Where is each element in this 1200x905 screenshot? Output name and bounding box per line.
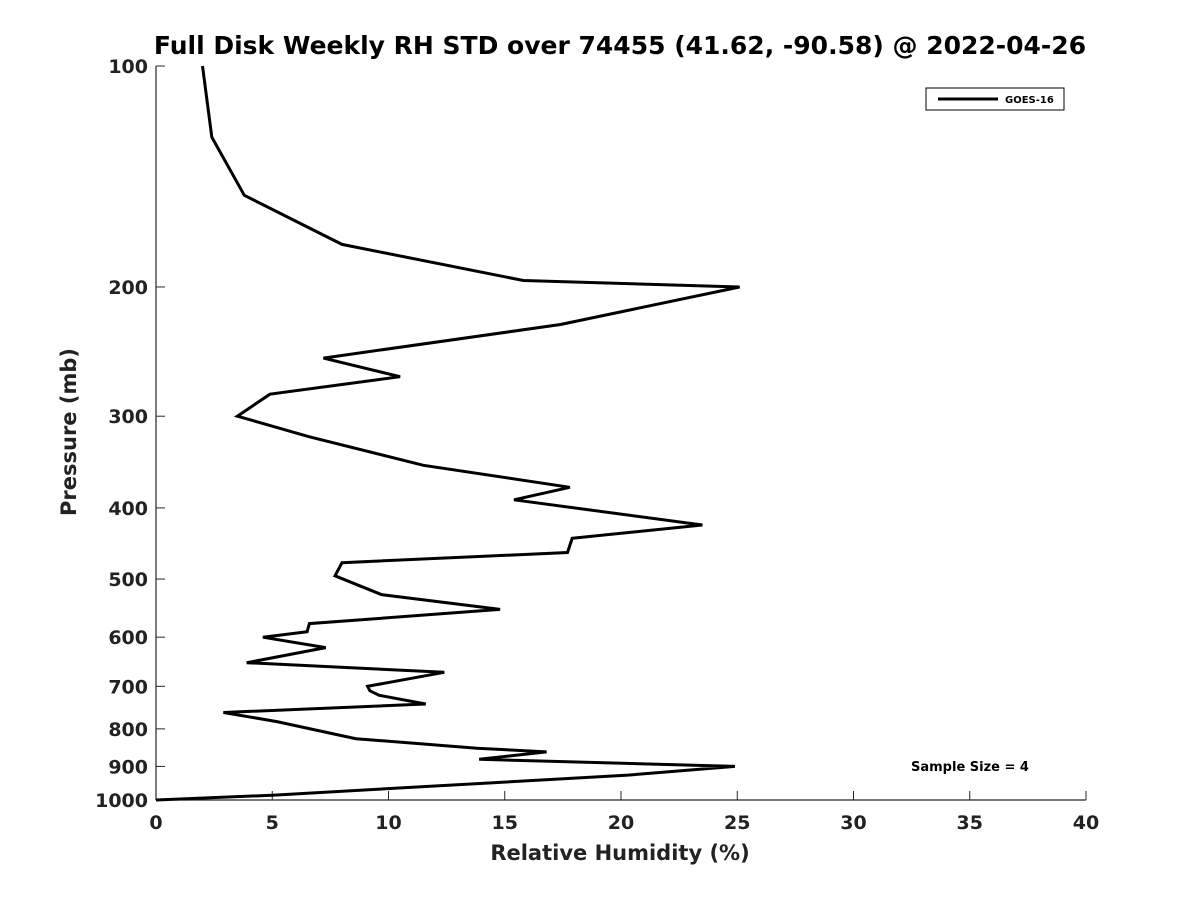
y-tick-label: 700 xyxy=(108,676,148,698)
sample-size-annotation: Sample Size = 4 xyxy=(911,760,1029,775)
y-tick-label: 300 xyxy=(108,406,148,428)
y-axis-label: Pressure (mb) xyxy=(57,348,81,516)
y-tick-label: 500 xyxy=(108,569,148,591)
x-tick-label: 30 xyxy=(840,812,866,834)
x-tick-label: 0 xyxy=(149,812,162,834)
x-tick-label: 15 xyxy=(492,812,518,834)
x-tick-label: 40 xyxy=(1073,812,1099,834)
x-tick-label: 10 xyxy=(375,812,401,834)
x-axis-label: Relative Humidity (%) xyxy=(490,841,749,865)
y-tick-label: 600 xyxy=(108,627,148,649)
x-tick-label: 25 xyxy=(724,812,750,834)
y-tick-label: 800 xyxy=(108,719,148,741)
legend: GOES-16 xyxy=(925,87,1065,111)
legend-label: GOES-16 xyxy=(1005,95,1054,106)
x-axis-ticks: 0 5 10 15 20 25 30 35 40 xyxy=(149,791,1099,834)
chart-title: Full Disk Weekly RH STD over 74455 (41.6… xyxy=(154,31,1086,60)
y-axis-ticks: 100 200 300 400 500 600 700 800 900 1000 xyxy=(95,56,165,812)
x-tick-label: 5 xyxy=(266,812,279,834)
y-tick-label: 200 xyxy=(108,277,148,299)
y-tick-label: 100 xyxy=(108,56,148,78)
x-tick-label: 35 xyxy=(957,812,983,834)
series-layer xyxy=(155,65,740,802)
series-line-goes-16 xyxy=(155,65,740,802)
y-tick-label: 400 xyxy=(108,498,148,520)
x-tick-label: 20 xyxy=(608,812,634,834)
y-tick-label: 900 xyxy=(108,756,148,778)
y-tick-label: 1000 xyxy=(95,790,148,812)
